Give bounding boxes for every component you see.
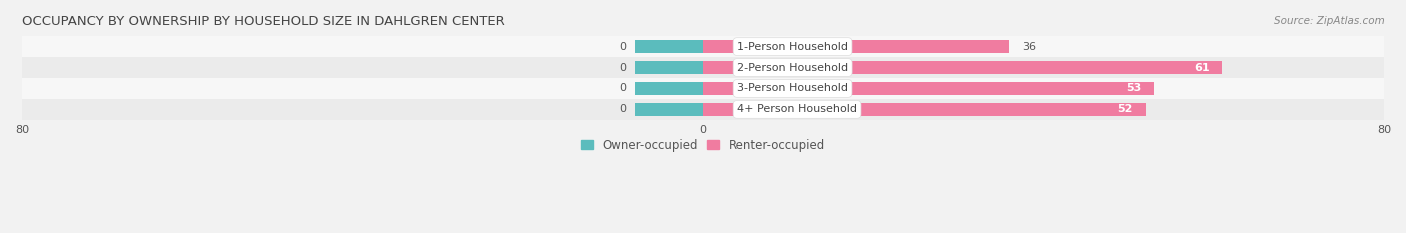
Text: 36: 36 bbox=[1022, 41, 1036, 51]
Text: 3-Person Household: 3-Person Household bbox=[737, 83, 848, 93]
Text: 0: 0 bbox=[620, 104, 627, 114]
Legend: Owner-occupied, Renter-occupied: Owner-occupied, Renter-occupied bbox=[581, 139, 825, 152]
Text: 52: 52 bbox=[1118, 104, 1133, 114]
Bar bbox=[22, 36, 1384, 57]
Bar bbox=[703, 40, 1010, 53]
Bar bbox=[22, 57, 1384, 78]
Text: 2-Person Household: 2-Person Household bbox=[737, 62, 848, 72]
Text: 0: 0 bbox=[620, 62, 627, 72]
Text: 0: 0 bbox=[620, 83, 627, 93]
Text: 61: 61 bbox=[1194, 62, 1209, 72]
Bar bbox=[636, 61, 703, 74]
Bar bbox=[703, 103, 1146, 116]
Bar bbox=[636, 82, 703, 95]
Bar bbox=[636, 103, 703, 116]
Text: 1-Person Household: 1-Person Household bbox=[737, 41, 848, 51]
Text: 4+ Person Household: 4+ Person Household bbox=[737, 104, 858, 114]
Text: Source: ZipAtlas.com: Source: ZipAtlas.com bbox=[1274, 16, 1385, 26]
Bar bbox=[22, 78, 1384, 99]
Text: OCCUPANCY BY OWNERSHIP BY HOUSEHOLD SIZE IN DAHLGREN CENTER: OCCUPANCY BY OWNERSHIP BY HOUSEHOLD SIZE… bbox=[22, 15, 505, 28]
Bar bbox=[703, 82, 1154, 95]
Bar bbox=[636, 40, 703, 53]
Text: 0: 0 bbox=[620, 41, 627, 51]
Bar bbox=[22, 99, 1384, 120]
Text: 53: 53 bbox=[1126, 83, 1142, 93]
Bar bbox=[703, 61, 1222, 74]
